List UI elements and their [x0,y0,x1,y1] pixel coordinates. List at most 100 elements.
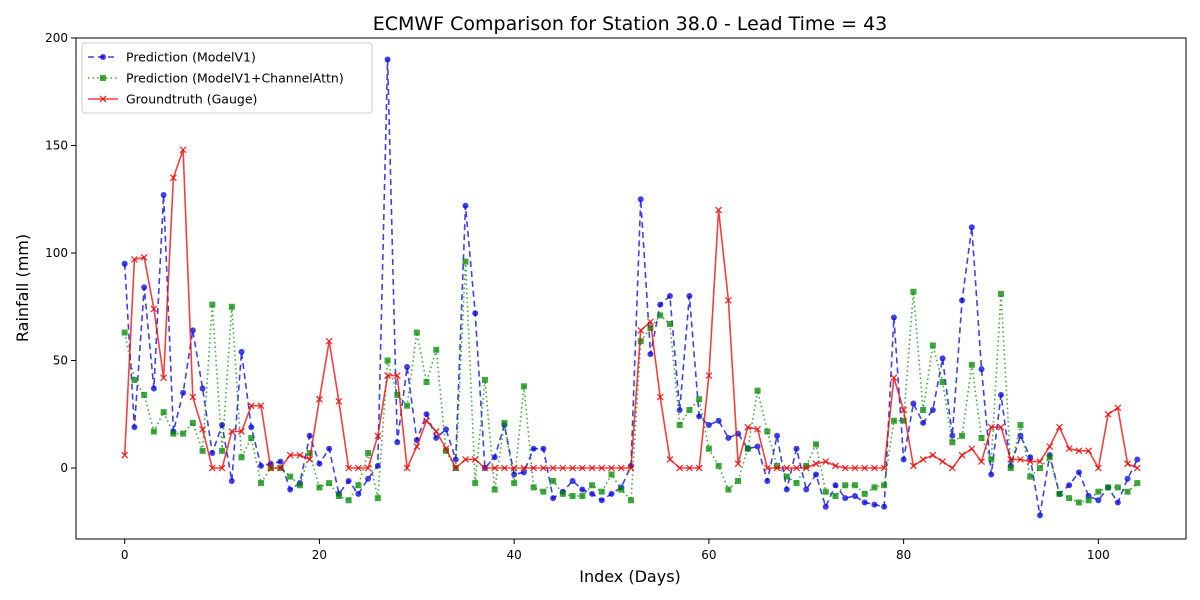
data-point [900,417,907,424]
data-point [929,406,936,413]
data-point [968,224,975,231]
data-point [870,464,878,472]
data-point [1075,469,1082,476]
data-point [209,301,216,308]
data-point [247,402,255,410]
data-point [861,464,869,472]
data-point [189,419,196,426]
data-point [141,284,148,291]
data-point [413,443,421,451]
data-point [890,314,897,321]
data-point [871,501,878,508]
data-point [617,464,625,472]
data-point [345,464,353,472]
data-point [939,458,947,466]
data-point [890,374,898,382]
data-point [121,451,129,459]
data-point [929,342,936,349]
data-point [1114,404,1122,412]
data-point [666,293,673,300]
data-point [1056,490,1063,497]
data-point [306,455,314,463]
data-point [666,455,674,463]
data-point [628,497,634,504]
data-point [1094,464,1102,472]
data-point [238,454,245,461]
data-point [1075,447,1083,455]
data-point [1114,484,1121,491]
data-point [1027,473,1034,480]
axis-ticks: 0 20 40 60 80 100 0 50 100 150 200 [45,31,1110,562]
data-point [589,490,596,497]
data-point [666,320,673,327]
data-point [510,464,518,472]
data-point [842,482,849,489]
data-point [705,372,713,380]
data-point [540,488,547,495]
data-point [219,447,226,454]
y-tick-label: 150 [45,139,68,153]
data-point [559,464,567,472]
data-point [715,462,722,469]
x-tick-label: 100 [1087,548,1110,562]
data-point [764,477,771,484]
data-point [773,464,781,472]
data-point [208,464,216,472]
data-point [423,417,430,425]
data-point [842,495,849,502]
data-point [1095,497,1102,504]
data-point [881,482,888,489]
data-point [540,445,547,452]
y-tick-label: 100 [45,246,68,260]
data-point [258,480,264,487]
data-point [978,366,985,373]
data-point [569,477,576,484]
data-point [248,434,255,441]
data-point [822,488,829,495]
data-point [1085,447,1093,455]
data-point [939,379,946,386]
data-point [959,297,966,304]
data-point [131,424,138,431]
data-point [715,417,722,424]
data-point [578,464,586,472]
data-point [968,445,976,453]
data-point [598,488,605,495]
data-point [1046,443,1054,451]
data-point [832,482,839,489]
data-point [433,434,440,441]
data-point [374,432,382,440]
data-point [1017,455,1024,463]
data-point [442,445,450,453]
data-point [296,451,304,459]
data-point [218,464,226,472]
data-point [472,310,479,317]
data-point [384,372,392,380]
data-point [851,492,858,499]
data-point [520,464,528,472]
data-point [267,464,275,472]
data-point [569,464,577,472]
data-point [433,346,440,353]
data-point [598,464,606,472]
data-point [851,464,859,472]
chart-title: ECMWF Comparison for Station 38.0 - Lead… [373,13,888,35]
data-point [549,464,557,472]
data-point [802,464,810,472]
data-point [705,445,712,452]
data-point [1007,455,1015,463]
data-point [1007,465,1014,472]
data-point [948,464,956,472]
data-point [316,460,323,467]
data-point [1124,475,1131,482]
data-point [335,492,342,499]
data-point [257,402,265,410]
data-point [258,462,264,469]
data-point [481,464,489,472]
data-point [491,464,499,472]
data-point [803,462,810,469]
data-point [1017,422,1024,429]
data-point [910,400,917,407]
x-tick-label: 0 [121,548,129,562]
data-point [169,174,177,182]
